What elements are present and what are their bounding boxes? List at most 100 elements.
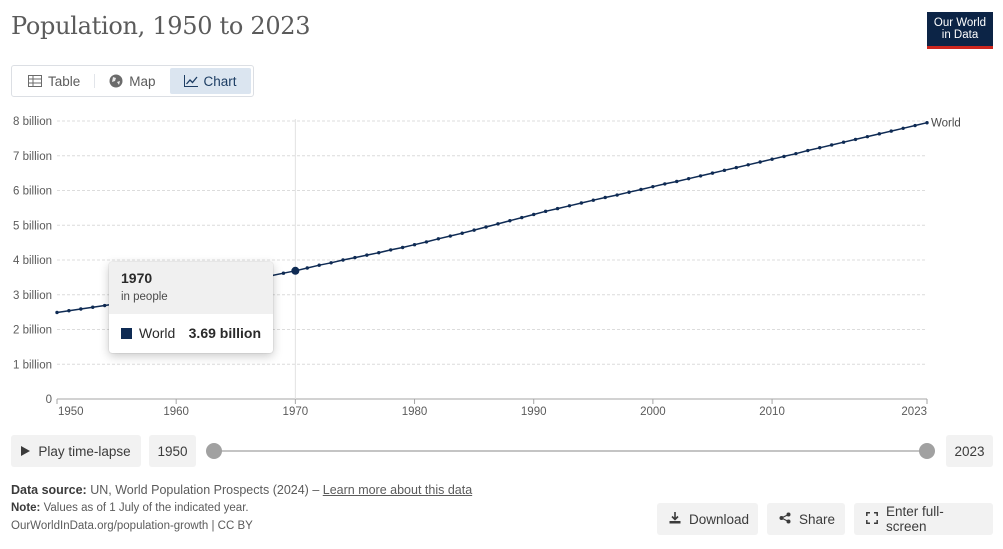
data-point	[806, 148, 810, 153]
owid-logo[interactable]: Our World in Data	[927, 12, 993, 49]
y-tick-label: 4 billion	[13, 255, 52, 267]
y-tick-label: 3 billion	[13, 290, 52, 302]
data-point	[818, 146, 822, 150]
data-point	[377, 251, 381, 255]
data-point	[412, 243, 417, 247]
data-point	[591, 198, 596, 202]
x-tick-label: 1960	[163, 406, 189, 418]
x-tick-label: 2010	[759, 406, 785, 418]
x-tick-label: 1970	[283, 406, 309, 418]
source-label: Data source:	[11, 483, 87, 497]
data-point	[639, 187, 643, 192]
y-tick-label: 6 billion	[13, 186, 52, 198]
data-point	[341, 258, 345, 262]
globe-icon	[109, 74, 123, 88]
data-point	[55, 310, 59, 315]
tab-chart[interactable]: Chart	[169, 68, 251, 94]
data-source-line: Data source: UN, World Population Prospe…	[11, 483, 472, 497]
y-tick-label: 0	[46, 394, 52, 406]
source-text: UN, World Population Prospects (2024) –	[90, 483, 320, 497]
tooltip-header: 1970 in people	[109, 262, 273, 314]
tab-chart-label: Chart	[203, 73, 237, 89]
data-point	[532, 212, 536, 217]
y-tick-label: 7 billion	[13, 151, 52, 163]
data-point	[889, 129, 893, 133]
x-tick-label: 1990	[521, 406, 547, 418]
tooltip-year: 1970	[121, 270, 153, 286]
view-tabs: Table Map Chart	[11, 65, 254, 97]
data-point	[877, 132, 882, 136]
data-point	[651, 184, 655, 189]
data-point	[281, 271, 286, 275]
y-tick-label: 1 billion	[13, 359, 52, 371]
data-point	[508, 219, 512, 223]
data-point	[770, 157, 774, 161]
timeline-end-year[interactable]: 2023	[946, 435, 993, 467]
note-line: Note: Values as of 1 July of the indicat…	[11, 502, 249, 514]
data-point	[102, 303, 107, 308]
data-point	[353, 255, 357, 260]
data-point	[67, 309, 71, 313]
data-point	[436, 237, 441, 241]
x-tick-label: 2023	[901, 406, 927, 418]
data-point	[543, 209, 548, 214]
data-point	[317, 263, 321, 267]
tooltip-swatch	[121, 327, 132, 339]
hover-marker	[291, 266, 300, 275]
timeline-track[interactable]	[214, 450, 927, 452]
data-point	[853, 137, 858, 142]
share-label: Share	[799, 511, 836, 527]
data-point	[734, 165, 739, 170]
share-button[interactable]: Share	[767, 503, 845, 535]
x-tick-label: 1950	[58, 406, 84, 418]
data-point	[305, 266, 309, 270]
play-timelapse-button[interactable]: Play time-lapse	[11, 435, 141, 467]
note-text: Values as of 1 July of the indicated yea…	[43, 502, 249, 514]
data-point	[365, 253, 369, 257]
tab-table[interactable]: Table	[14, 68, 94, 94]
data-point	[829, 143, 834, 147]
data-point	[615, 193, 619, 197]
data-point	[424, 240, 429, 244]
data-point	[496, 222, 500, 226]
data-point	[460, 231, 464, 235]
timeline-start-handle[interactable]	[206, 443, 222, 459]
data-point	[520, 215, 524, 220]
y-tick-label: 5 billion	[13, 220, 52, 232]
download-button[interactable]: Download	[657, 503, 758, 535]
data-point	[484, 225, 488, 229]
data-point	[782, 154, 786, 159]
timeline-start-year[interactable]: 1950	[149, 435, 196, 467]
tooltip-row: World 3.69 billion	[109, 314, 273, 352]
data-point	[901, 126, 905, 130]
timeline-end-handle[interactable]	[919, 443, 935, 459]
tab-map[interactable]: Map	[95, 68, 169, 94]
data-point	[710, 171, 715, 175]
learn-more-link[interactable]: Learn more about this data	[322, 483, 473, 497]
y-tick-label: 8 billion	[13, 116, 52, 128]
y-tick-label: 2 billion	[13, 325, 52, 337]
tooltip-entity: World	[139, 325, 176, 341]
data-point	[913, 123, 917, 128]
data-point	[722, 168, 727, 173]
download-icon	[669, 511, 681, 527]
play-icon	[21, 444, 31, 459]
data-point	[603, 195, 607, 200]
data-point	[686, 176, 691, 181]
download-label: Download	[689, 511, 750, 527]
data-point	[663, 182, 667, 186]
data-point	[746, 163, 750, 167]
tab-divider	[94, 74, 96, 88]
series-end-label: World	[931, 118, 961, 130]
line-chart[interactable]: 0 1 billion 2 billion 3 billion 4 billion 5 b…	[0, 105, 1003, 425]
tab-map-label: Map	[129, 73, 156, 89]
x-tick-label: 1980	[402, 406, 428, 418]
data-point	[675, 179, 679, 184]
fullscreen-icon	[866, 511, 878, 527]
license-line[interactable]: OurWorldInData.org/population-growth | C…	[11, 520, 253, 532]
data-point	[627, 190, 631, 194]
share-icon	[779, 512, 791, 527]
x-tick-label: 2000	[640, 406, 666, 418]
data-point	[758, 160, 762, 164]
fullscreen-button[interactable]: Enter full-screen	[854, 503, 993, 535]
